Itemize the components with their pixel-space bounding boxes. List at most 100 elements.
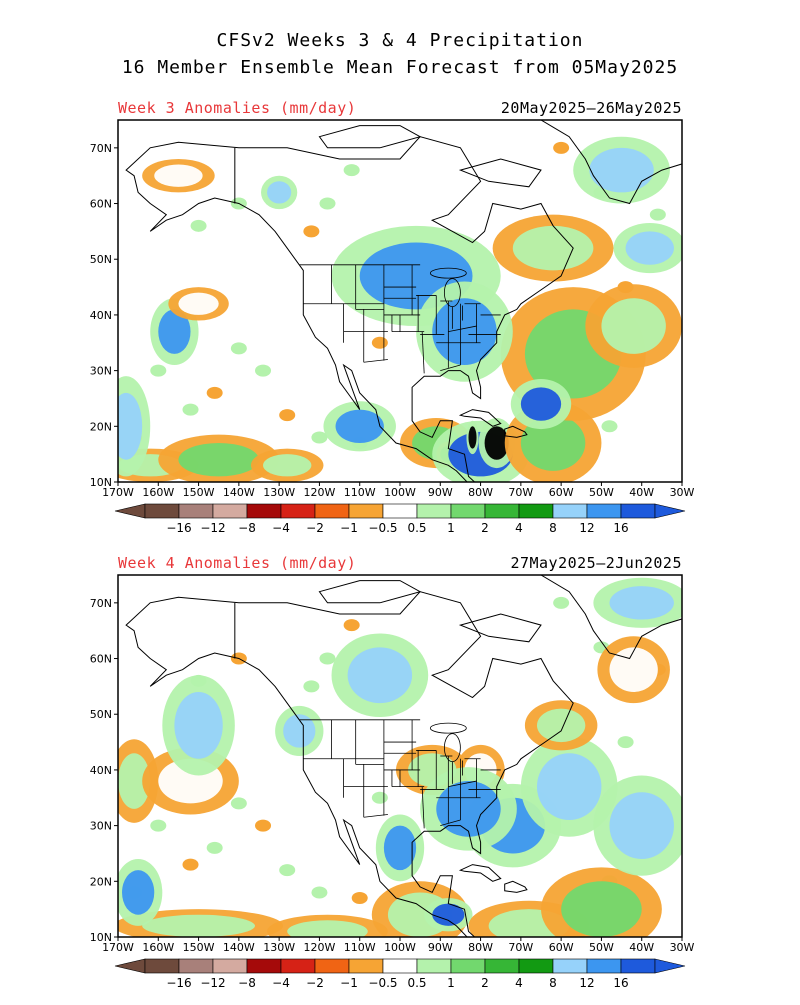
lat-tick-label: 40N <box>90 764 112 777</box>
colorbar-swatch <box>552 958 588 974</box>
colorbar-label: −0.5 <box>368 521 397 535</box>
anomaly-speck <box>351 892 368 905</box>
colorbar-swatch <box>620 503 656 519</box>
anomaly-speck <box>230 342 247 355</box>
lon-tick-label: 140W <box>223 941 255 954</box>
anomaly-core <box>436 781 501 837</box>
anomaly-speck <box>303 225 320 238</box>
lon-tick-label: 50W <box>589 486 614 499</box>
anomaly-speck <box>182 858 199 871</box>
anomaly-core <box>335 409 384 444</box>
colorbar-label: 2 <box>481 976 489 990</box>
colorbar-high-arrow <box>654 958 686 974</box>
lake-superior-outline <box>429 267 467 279</box>
anomaly-core <box>520 415 586 471</box>
lon-tick-label: 40W <box>629 486 654 499</box>
anomaly-speck <box>311 886 328 899</box>
chart-subtitle: 16 Member Ensemble Mean Forecast from 05… <box>121 57 679 78</box>
lon-tick-label: 110W <box>344 941 376 954</box>
anomaly-speck <box>553 141 570 154</box>
week4-anomaly-map: 170W 160W 150W 140W 130W 120W 110W 100W 90W 80W 70… <box>90 574 695 990</box>
colorbar-swatch <box>348 958 384 974</box>
anomaly-core <box>118 753 151 809</box>
lon-tick-label: 120W <box>303 486 335 499</box>
colorbar-swatch <box>348 503 384 519</box>
colorbar-label: 16 <box>613 976 628 990</box>
lat-tick-label: 30N <box>90 820 112 833</box>
colorbar-label: 0.5 <box>407 521 426 535</box>
colorbar-swatch <box>484 958 520 974</box>
anomaly-core <box>520 387 562 421</box>
colorbar-label: −4 <box>272 521 290 535</box>
anomaly-speck <box>343 164 360 177</box>
north-america-coastline <box>125 591 574 937</box>
lon-tick-label: 100W <box>384 486 416 499</box>
colorbar-swatch <box>586 503 622 519</box>
colorbar-label: 8 <box>549 521 557 535</box>
lon-tick-label: 120W <box>303 941 335 954</box>
anomaly-field <box>118 575 682 937</box>
anomaly-speck <box>553 596 570 609</box>
anomaly-speck <box>150 819 167 832</box>
colorbar: −16 −12 −8 −4 −2 −1 −0.5 0.5 1 2 4 8 12 16 <box>114 503 686 535</box>
anomaly-core <box>158 309 191 354</box>
colorbar-label: −12 <box>200 976 225 990</box>
colorbar-label: 8 <box>549 976 557 990</box>
colorbar-label: −1 <box>340 521 358 535</box>
colorbar-label: −12 <box>200 521 225 535</box>
lat-tick-label: 70N <box>90 597 112 610</box>
baffin-island-coastline <box>458 158 542 188</box>
colorbar-swatch <box>552 503 588 519</box>
lon-tick-label: 50W <box>589 941 614 954</box>
lat-tick-label: 40N <box>90 309 112 322</box>
colorbar-label: 12 <box>579 521 594 535</box>
anomaly-speck <box>601 420 618 433</box>
lon-tick-label: 130W <box>263 941 295 954</box>
colorbar-label: −1 <box>340 976 358 990</box>
anomaly-core <box>178 443 259 477</box>
colorbar-label: −16 <box>166 976 191 990</box>
lon-tick-label: 90W <box>428 941 453 954</box>
colorbar-label: 4 <box>515 976 523 990</box>
colorbar-swatch <box>518 503 554 519</box>
lat-tick-label: 70N <box>90 142 112 155</box>
anomaly-core <box>468 426 477 449</box>
lon-tick-label: 170W <box>102 941 134 954</box>
colorbar-label: −4 <box>272 976 290 990</box>
anomaly-core <box>142 914 255 937</box>
colorbar-label: 1 <box>447 521 455 535</box>
anomaly-core <box>118 392 143 460</box>
lon-tick-label: 150W <box>183 486 215 499</box>
lon-tick-label: 110W <box>344 486 376 499</box>
colorbar-swatch <box>212 958 248 974</box>
anomaly-speck <box>150 364 167 377</box>
hispaniola-coastline <box>504 880 528 893</box>
anomaly-speck <box>206 841 223 854</box>
lat-tick-label: 50N <box>90 253 112 266</box>
anomaly-core <box>347 647 413 704</box>
anomaly-core <box>536 708 586 743</box>
lon-tick-label: 60W <box>549 941 574 954</box>
colorbar-swatch <box>212 503 248 519</box>
anomaly-speck <box>279 409 296 422</box>
colorbar-label: 2 <box>481 521 489 535</box>
colorbar-swatch <box>484 503 520 519</box>
anomaly-speck <box>206 386 223 399</box>
lon-tick-label: 90W <box>428 486 453 499</box>
state-border <box>440 364 461 372</box>
lat-tick-label: 10N <box>90 931 112 944</box>
arctic-island-coastline <box>318 125 422 149</box>
lon-tick-label: 70W <box>508 941 533 954</box>
lon-tick-label: 40W <box>629 941 654 954</box>
greenland-coastline <box>538 575 682 660</box>
anomaly-core <box>512 225 594 271</box>
cuba-coastline <box>458 409 502 427</box>
anomaly-speck <box>371 791 388 804</box>
lon-tick-label: 80W <box>468 486 493 499</box>
anomaly-core <box>625 231 674 265</box>
lon-tick-label: 160W <box>142 486 174 499</box>
lake-superior-outline <box>429 722 467 734</box>
colorbar-swatch <box>144 958 180 974</box>
anomaly-speck <box>303 680 320 693</box>
lon-tick-label: 130W <box>263 486 295 499</box>
